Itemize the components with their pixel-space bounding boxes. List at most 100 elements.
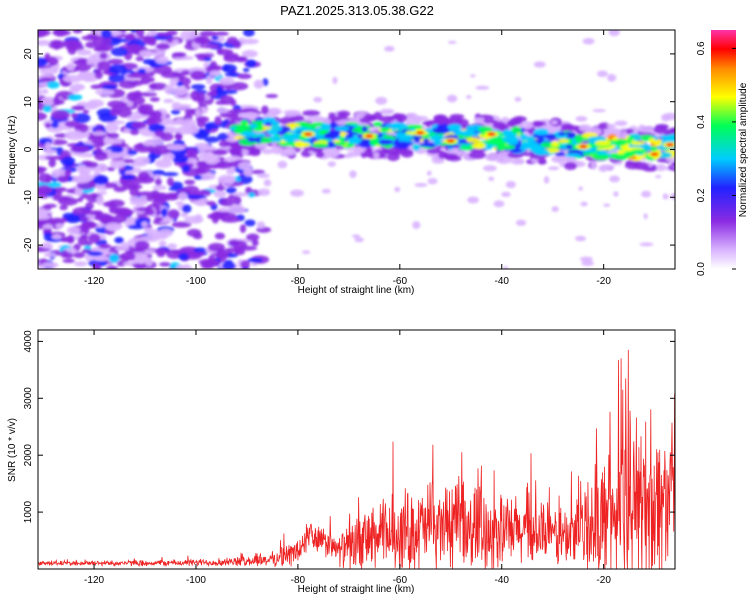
heatmap-blob (190, 84, 206, 90)
heatmap-blob (459, 130, 474, 136)
colorbar-ticks: 0.0 0.2 0.4 0.6 (696, 41, 736, 276)
heatmap-blob (470, 74, 476, 78)
heatmap-blob (345, 133, 354, 139)
heatmap-blob (246, 233, 260, 241)
heatmap-blob (149, 97, 160, 102)
heatmap-blob (39, 77, 55, 83)
x-tick-label: -60 (393, 575, 408, 586)
heatmap-blob (219, 197, 235, 207)
heatmap-blob (501, 191, 511, 198)
heatmap-blob (489, 139, 508, 146)
heatmap-blob (104, 123, 120, 133)
heatmap-blob (511, 126, 522, 134)
heatmap-blob (181, 118, 196, 128)
heatmap-blob (197, 174, 216, 181)
heatmap-blob (229, 117, 247, 122)
x-tick-label: -60 (393, 276, 408, 287)
heatmap-blob (77, 235, 89, 246)
heatmap-blob (115, 245, 130, 252)
heatmap-blob (205, 75, 213, 85)
heatmap-blob (551, 141, 560, 148)
heatmap-blob (209, 70, 222, 77)
heatmap-blob (475, 85, 490, 90)
heatmap-blob (385, 123, 397, 128)
heatmap-blob (93, 174, 109, 185)
heatmap-blob (110, 47, 129, 57)
heatmap-blob (73, 261, 88, 267)
heatmap-blob (134, 156, 151, 165)
x-tick-label: -120 (84, 575, 104, 586)
heatmap-blob (107, 132, 120, 139)
heatmap-blob (194, 53, 215, 58)
heatmap-blob (150, 189, 160, 200)
heatmap-blob (393, 144, 410, 150)
heatmap-blob (206, 91, 218, 97)
heatmap-blob (73, 243, 81, 252)
heatmap-blob (599, 164, 615, 171)
heatmap-blob (126, 92, 138, 101)
heatmap-blob (186, 148, 199, 158)
heatmap-blob (543, 176, 550, 184)
heatmap-blob (137, 68, 146, 75)
heatmap-blob (277, 160, 288, 169)
heatmap-blob (551, 155, 566, 163)
heatmap-blob (95, 44, 107, 52)
heatmap-blob (229, 119, 236, 125)
heatmap-blob (245, 59, 257, 68)
heatmap-blob (81, 221, 98, 229)
y-tick-label: 3000 (23, 387, 34, 410)
heatmap-blob (375, 96, 388, 105)
heatmap-blob (512, 116, 527, 123)
heatmap-blob (482, 165, 497, 172)
colorbar-tick-label: 0.2 (696, 188, 707, 202)
heatmap-blob (580, 201, 588, 207)
heatmap-blob (62, 74, 83, 83)
heatmap-blob (141, 221, 148, 228)
heatmap-blob (62, 258, 76, 264)
heatmap-blob (214, 232, 226, 240)
heatmap-blob (134, 240, 150, 250)
heatmap-blob (100, 30, 112, 39)
heatmap-blob (97, 60, 111, 71)
heatmap-blob (564, 153, 582, 158)
heatmap-blob (94, 151, 108, 161)
heatmap-blob (242, 67, 250, 73)
heatmap-blob (563, 162, 578, 171)
heatmap-blob (67, 93, 83, 101)
heatmap-blob (537, 157, 546, 165)
heatmap-blob (45, 175, 52, 184)
heatmap-blob (174, 132, 183, 140)
heatmap-blob (140, 235, 160, 243)
heatmap-blob (502, 135, 520, 143)
heatmap-blob (186, 228, 202, 237)
heatmap-blob (226, 167, 236, 175)
heatmap-blob (76, 49, 92, 56)
heatmap-blob (138, 50, 153, 58)
heatmap-blob (311, 146, 324, 153)
heatmap-blob (127, 73, 147, 79)
heatmap-blob (81, 35, 100, 41)
heatmap-blob (129, 199, 148, 206)
heatmap-blob (595, 140, 611, 146)
heatmap-blob (436, 124, 443, 132)
heatmap-blob (222, 261, 236, 269)
heatmap-blob (114, 208, 135, 216)
heatmap-blob (79, 166, 92, 175)
heatmap-x-axis: -120 -100 -80 -60 -40 -20 (84, 30, 611, 287)
heatmap-blob (55, 223, 64, 229)
heatmap-blob (243, 30, 255, 37)
heatmap-blob (665, 133, 675, 140)
heatmap-blob (466, 137, 481, 143)
heatmap-blob (59, 204, 68, 211)
y-tick-label: 20 (23, 48, 34, 60)
heatmap-blob (148, 37, 157, 46)
heatmap-blob (177, 189, 188, 194)
y-tick-label: 4000 (23, 330, 34, 353)
heatmap-blob (579, 256, 593, 262)
heatmap-blob (533, 128, 549, 136)
x-tick-label: -40 (495, 276, 510, 287)
heatmap-blob (66, 62, 75, 71)
heatmap-blob (58, 197, 79, 206)
heatmap-blob (99, 52, 108, 60)
heatmap-blob (526, 135, 536, 144)
